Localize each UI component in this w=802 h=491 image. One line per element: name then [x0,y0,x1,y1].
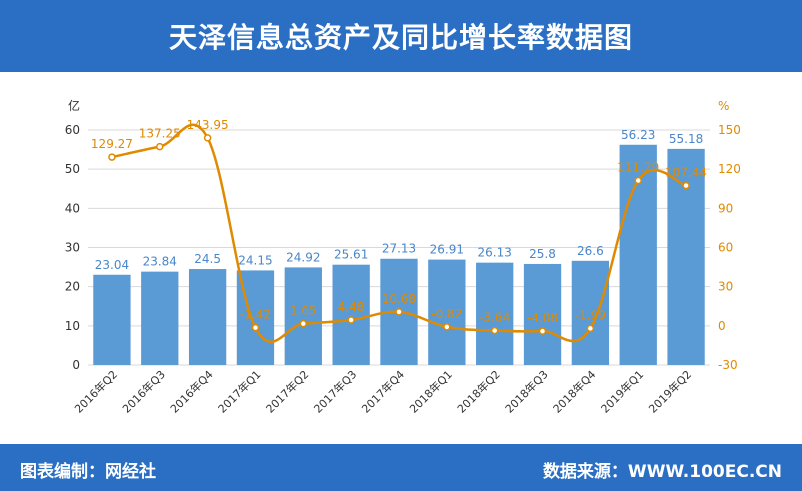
line-point [251,323,260,332]
line-point [538,327,547,335]
line-point [156,142,164,151]
bar-series: 23.04 23.84 24.5 24.15 24.92 25.61 27.13 26.91 2… [93,128,705,365]
bar-value-label: 24.15 [238,253,272,267]
bar [428,259,466,365]
x-category-label: 2018年Q3 [502,367,551,416]
bar [332,264,370,365]
x-category-label: 2018年Q4 [550,367,599,416]
y-left-tick-label: 40 [65,201,80,215]
x-category-label: 2017年Q3 [311,367,360,416]
line-point [490,326,499,335]
line-series: 129.27 137.25 143.95 -1.42 1.65 4.48 10.68 -0.8… [91,118,707,344]
y-right-unit: % [718,99,729,113]
line-point [203,134,212,142]
y-left-tick-label: 0 [72,358,80,372]
bar-value-label: 25.61 [334,248,368,262]
bar-value-label: 24.92 [286,250,320,264]
bar [667,148,705,365]
bar [523,263,562,365]
bar-value-label: 26.91 [430,243,464,257]
y-left-unit: 亿 [68,98,80,113]
bar-value-label: 23.84 [143,255,177,269]
bar [141,271,179,365]
line-point [108,153,116,161]
bar-value-label: 26.13 [478,246,512,260]
y-right-tick-label: 150 [718,123,741,137]
line-value-label: 129.27 [91,137,133,151]
line-value-label: -0.82 [431,307,462,321]
chart-area: 23.04 23.84 24.5 24.15 24.92 25.61 27.13 26.91 2… [65,98,741,416]
bar [571,260,610,365]
line-value-label: 1.65 [290,304,317,318]
line-point [682,181,690,190]
line-point [443,323,451,331]
line-value-label: 10.68 [382,292,416,306]
y-right-tick-label: 60 [718,241,733,255]
line-value-label: -1.42 [240,308,271,322]
bar-value-label: 26.6 [577,244,604,258]
x-category-label: 2016年Q2 [71,367,120,416]
footer-credit: 图表编制：网经社 [20,462,156,482]
x-category-label: 2017年Q2 [263,367,312,416]
x-category-label: 2017年Q4 [359,367,408,416]
x-category-label: 2018年Q2 [454,367,503,416]
y-right-tick-label: -30 [718,358,738,372]
bar-value-label: 55.18 [669,132,703,146]
x-category-label: 2018年Q1 [406,367,455,416]
x-category-label: 2016年Q4 [167,367,216,416]
line-point [586,324,595,333]
bar-value-label: 27.13 [382,242,416,256]
line-point [347,316,355,324]
line-value-label: -4.08 [527,311,558,325]
x-category-label: 2016年Q3 [119,367,168,416]
y-left-tick-label: 10 [65,319,80,333]
bar [284,267,322,365]
x-category-label: 2019年Q1 [598,367,647,416]
line-value-label: -1.99 [575,308,606,322]
bar [93,274,131,365]
y-right-tick-label: 120 [718,162,741,176]
line-value-label: 107.44 [665,166,707,180]
x-category-label: 2017年Q1 [215,367,264,416]
y-right-tick-label: 90 [718,201,733,215]
y-left-tick-label: 50 [65,162,80,176]
y-left-tick-label: 30 [65,241,80,255]
bar-value-label: 23.04 [95,258,129,272]
line-value-label: -3.64 [479,311,510,325]
bar-value-label: 25.8 [529,247,556,261]
y-left-tick-label: 60 [65,123,80,137]
line-point [299,319,308,328]
bar [476,262,514,365]
line-value-label: 111.29 [617,161,659,175]
line-value-label: 143.95 [187,118,229,132]
bar-value-label: 56.23 [621,128,655,142]
x-category-label: 2019年Q2 [646,367,695,416]
line-value-label: 4.48 [338,300,365,314]
chart-footer: 图表编制：网经社 数据来源：WWW.100EC.CN [0,444,802,491]
line-point [395,308,403,316]
line-point [634,176,642,185]
bar-value-label: 24.5 [194,252,221,266]
footer-source: 数据来源：WWW.100EC.CN [542,462,782,482]
line-value-label: 137.25 [139,127,181,141]
y-right-tick-label: 0 [718,319,726,333]
chart-title: 天泽信息总资产及同比增长率数据图 [0,0,802,72]
y-left-tick-label: 20 [65,280,80,294]
bar [188,269,227,365]
y-right-tick-label: 30 [718,280,733,294]
